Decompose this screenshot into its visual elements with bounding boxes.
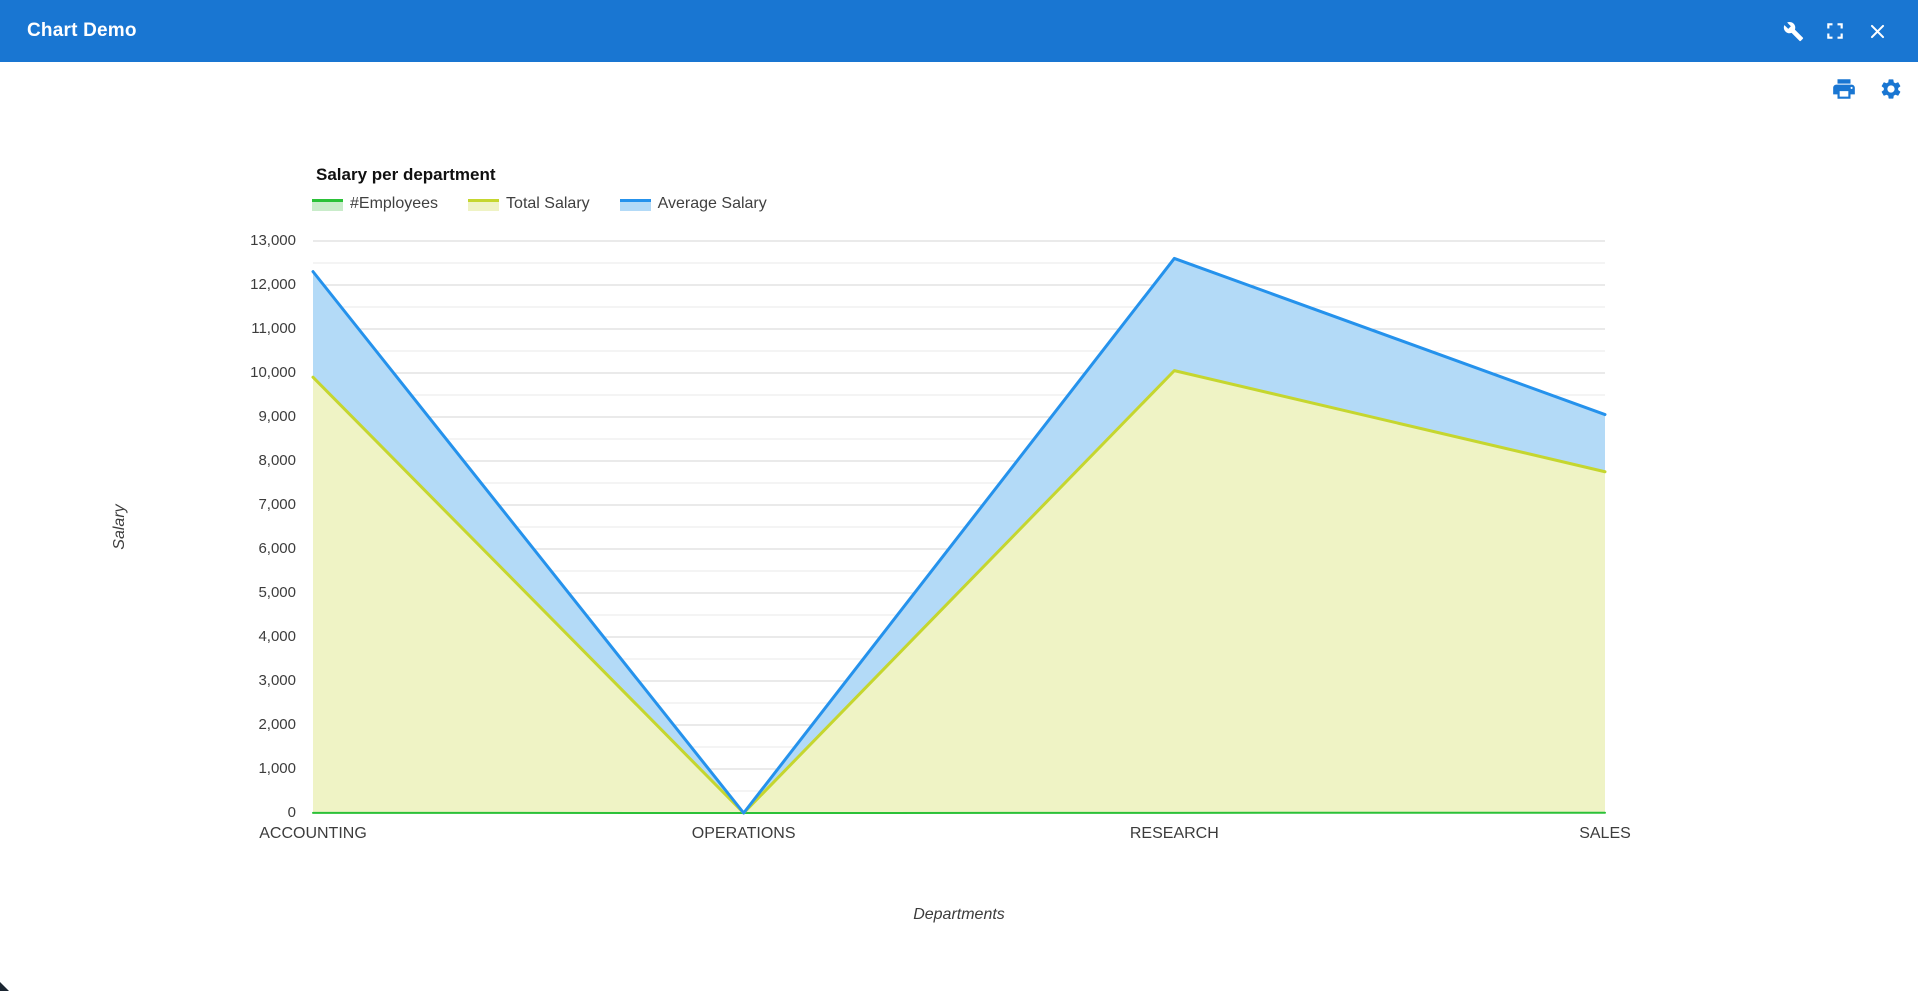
y-axis-title: Salary — [111, 504, 128, 550]
series-line-2 — [311, 369, 1607, 815]
window-title: Chart Demo — [27, 20, 137, 41]
legend-item-2[interactable]: Total Salary — [468, 195, 590, 213]
x-axis-category-label: ACCOUNTING — [259, 825, 367, 842]
legend-item-3[interactable]: Average Salary — [619, 195, 767, 213]
tools-icon — [1783, 21, 1803, 41]
x-axis-category-label: RESEARCH — [1129, 825, 1219, 842]
chart-legend: #Employees Total Salary Average Salary — [312, 195, 767, 213]
x-axis-category-label: OPERATIONS — [691, 825, 796, 842]
close-button[interactable] — [1866, 20, 1888, 42]
x-axis-title: Departments — [913, 906, 1005, 923]
print-button[interactable] — [1831, 76, 1857, 102]
y-axis-tick-label: 11,000 — [251, 320, 296, 337]
maximize-icon — [1827, 23, 1843, 39]
legend-label: #Employees — [350, 195, 439, 212]
y-axis-tick-label: 1,000 — [258, 760, 296, 777]
y-axis-tick-label: 9,000 — [258, 408, 296, 425]
legend-item-1[interactable]: #Employees — [312, 195, 438, 213]
y-axis-tick-label: 3,000 — [258, 672, 296, 689]
titlebar-tools — [1782, 0, 1888, 62]
bottom-left-corner-artifact — [0, 982, 9, 991]
legend-swatch — [468, 197, 500, 211]
settings-button[interactable] — [1879, 77, 1903, 101]
x-axis-category-label: SALES — [1579, 825, 1631, 842]
chart-plot — [311, 240, 1607, 815]
y-axis-tick-label: 7,000 — [258, 496, 296, 513]
y-axis-tick-label: 4,000 — [258, 628, 296, 645]
maximize-button[interactable] — [1824, 20, 1846, 42]
legend-swatch — [619, 197, 651, 211]
y-axis-tick-label: 2,000 — [258, 716, 296, 733]
y-axis-tick-label: 6,000 — [258, 540, 296, 557]
titlebar[interactable]: Chart Demo — [0, 0, 1918, 62]
print-icon — [1833, 79, 1855, 99]
y-axis-tick-label: 12,000 — [250, 276, 296, 293]
close-icon — [1870, 24, 1884, 38]
series-line-3 — [311, 256, 1607, 815]
tools-button[interactable] — [1782, 20, 1804, 42]
y-axis-tick-label: 13,000 — [250, 232, 296, 249]
settings-icon — [1881, 79, 1901, 99]
legend-label: Total Salary — [506, 195, 590, 212]
content-area: Salary per department #Employees Total Sa… — [0, 62, 1918, 991]
y-axis-tick-label: 8,000 — [258, 452, 296, 469]
legend-label: Average Salary — [657, 195, 767, 212]
series-lines — [311, 256, 1607, 815]
legend-swatch — [312, 197, 343, 211]
chart-title: Salary per department — [316, 165, 496, 184]
y-axis-tick-label: 10,000 — [250, 364, 296, 381]
chart-actions — [1831, 76, 1903, 102]
y-axis-tick-label: 5,000 — [258, 584, 296, 601]
series-area-2 — [313, 370, 1605, 813]
y-axis-tick-label: 0 — [287, 804, 296, 821]
